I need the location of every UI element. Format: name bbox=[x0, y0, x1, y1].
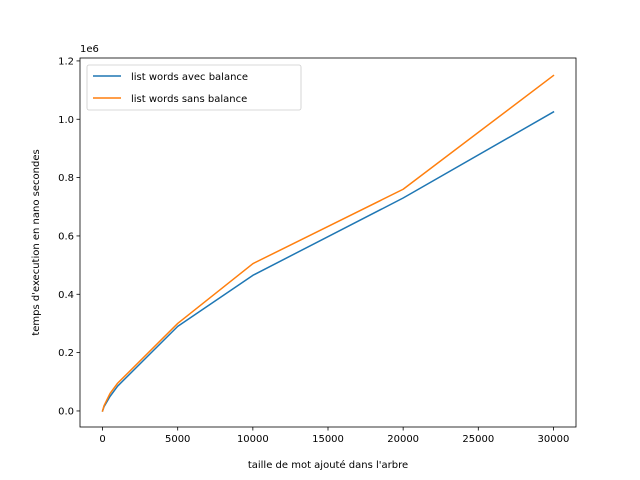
x-tick-label: 0 bbox=[99, 434, 105, 445]
x-tick-label: 20000 bbox=[387, 434, 419, 445]
y-tick-label: 0.4 bbox=[58, 290, 74, 301]
y-tick-label: 0.6 bbox=[58, 231, 74, 242]
y-tick-label: 0.8 bbox=[58, 173, 74, 184]
y-axis-ticks: 0.0 0.2 0.4 0.6 0.8 1.0 1.2 bbox=[58, 56, 80, 417]
y-axis-label: temps d'execution en nano secondes bbox=[31, 149, 42, 335]
y-tick-label: 1.2 bbox=[58, 56, 74, 67]
y-tick-label: 0.2 bbox=[58, 348, 74, 359]
plot-area bbox=[80, 58, 576, 427]
x-axis-ticks: 0 5000 10000 15000 20000 25000 30000 bbox=[99, 427, 569, 445]
y-offset-label: 1e6 bbox=[80, 44, 99, 55]
y-tick-label: 0.0 bbox=[58, 406, 74, 417]
legend-label-1: list words avec balance bbox=[131, 72, 248, 83]
series-line-2 bbox=[101, 74, 555, 412]
x-tick-label: 30000 bbox=[538, 434, 570, 445]
legend-box bbox=[86, 64, 302, 111]
y-tick-label: 1.0 bbox=[58, 115, 74, 126]
x-axis-label: taille de mot ajouté dans l'arbre bbox=[248, 459, 408, 471]
x-tick-label: 15000 bbox=[312, 434, 344, 445]
series-layer bbox=[101, 74, 555, 412]
x-tick-label: 10000 bbox=[237, 434, 269, 445]
x-tick-label: 5000 bbox=[165, 434, 190, 445]
x-tick-label: 25000 bbox=[462, 434, 494, 445]
legend-label-2: list words sans balance bbox=[131, 94, 247, 105]
legend: list words avec balance list words sans b… bbox=[86, 64, 302, 111]
legend-items: list words avec balance list words sans b… bbox=[93, 72, 248, 105]
